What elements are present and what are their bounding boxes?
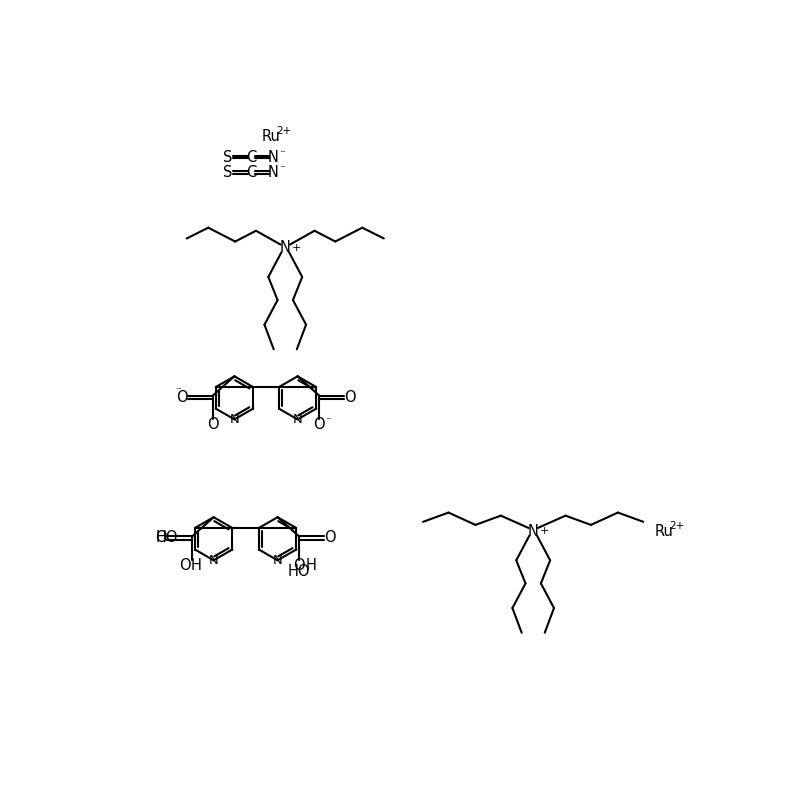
Text: O: O [294,558,305,573]
Text: S: S [223,150,232,165]
Text: Ru: Ru [655,523,674,538]
Text: +: + [291,243,301,253]
Text: C: C [246,165,257,180]
Text: Ru: Ru [262,129,280,143]
Text: O: O [207,418,218,432]
Text: N: N [267,150,278,165]
Text: N: N [209,554,218,567]
Text: N: N [267,165,278,180]
Text: O: O [324,530,336,546]
Text: O: O [344,390,356,405]
Text: ⁻: ⁻ [326,416,331,426]
Text: O: O [179,558,190,573]
Text: HO: HO [155,530,178,546]
Text: H: H [306,558,317,573]
Text: H: H [190,558,202,573]
Text: O: O [155,530,167,546]
Text: 2+: 2+ [276,126,291,137]
Text: N: N [230,413,239,426]
Text: +: + [539,526,549,537]
Text: 2+: 2+ [670,522,685,531]
Text: ⁻: ⁻ [279,164,285,174]
Text: O: O [176,390,188,405]
Text: N: N [280,240,290,255]
Text: ⁻: ⁻ [175,386,181,397]
Text: S: S [223,165,232,180]
Text: ⁻: ⁻ [279,149,285,158]
Text: O: O [314,418,325,432]
Text: N: N [293,413,302,426]
Text: N: N [273,554,282,567]
Text: C: C [246,150,257,165]
Text: N: N [528,523,538,538]
Text: HO: HO [288,564,310,579]
